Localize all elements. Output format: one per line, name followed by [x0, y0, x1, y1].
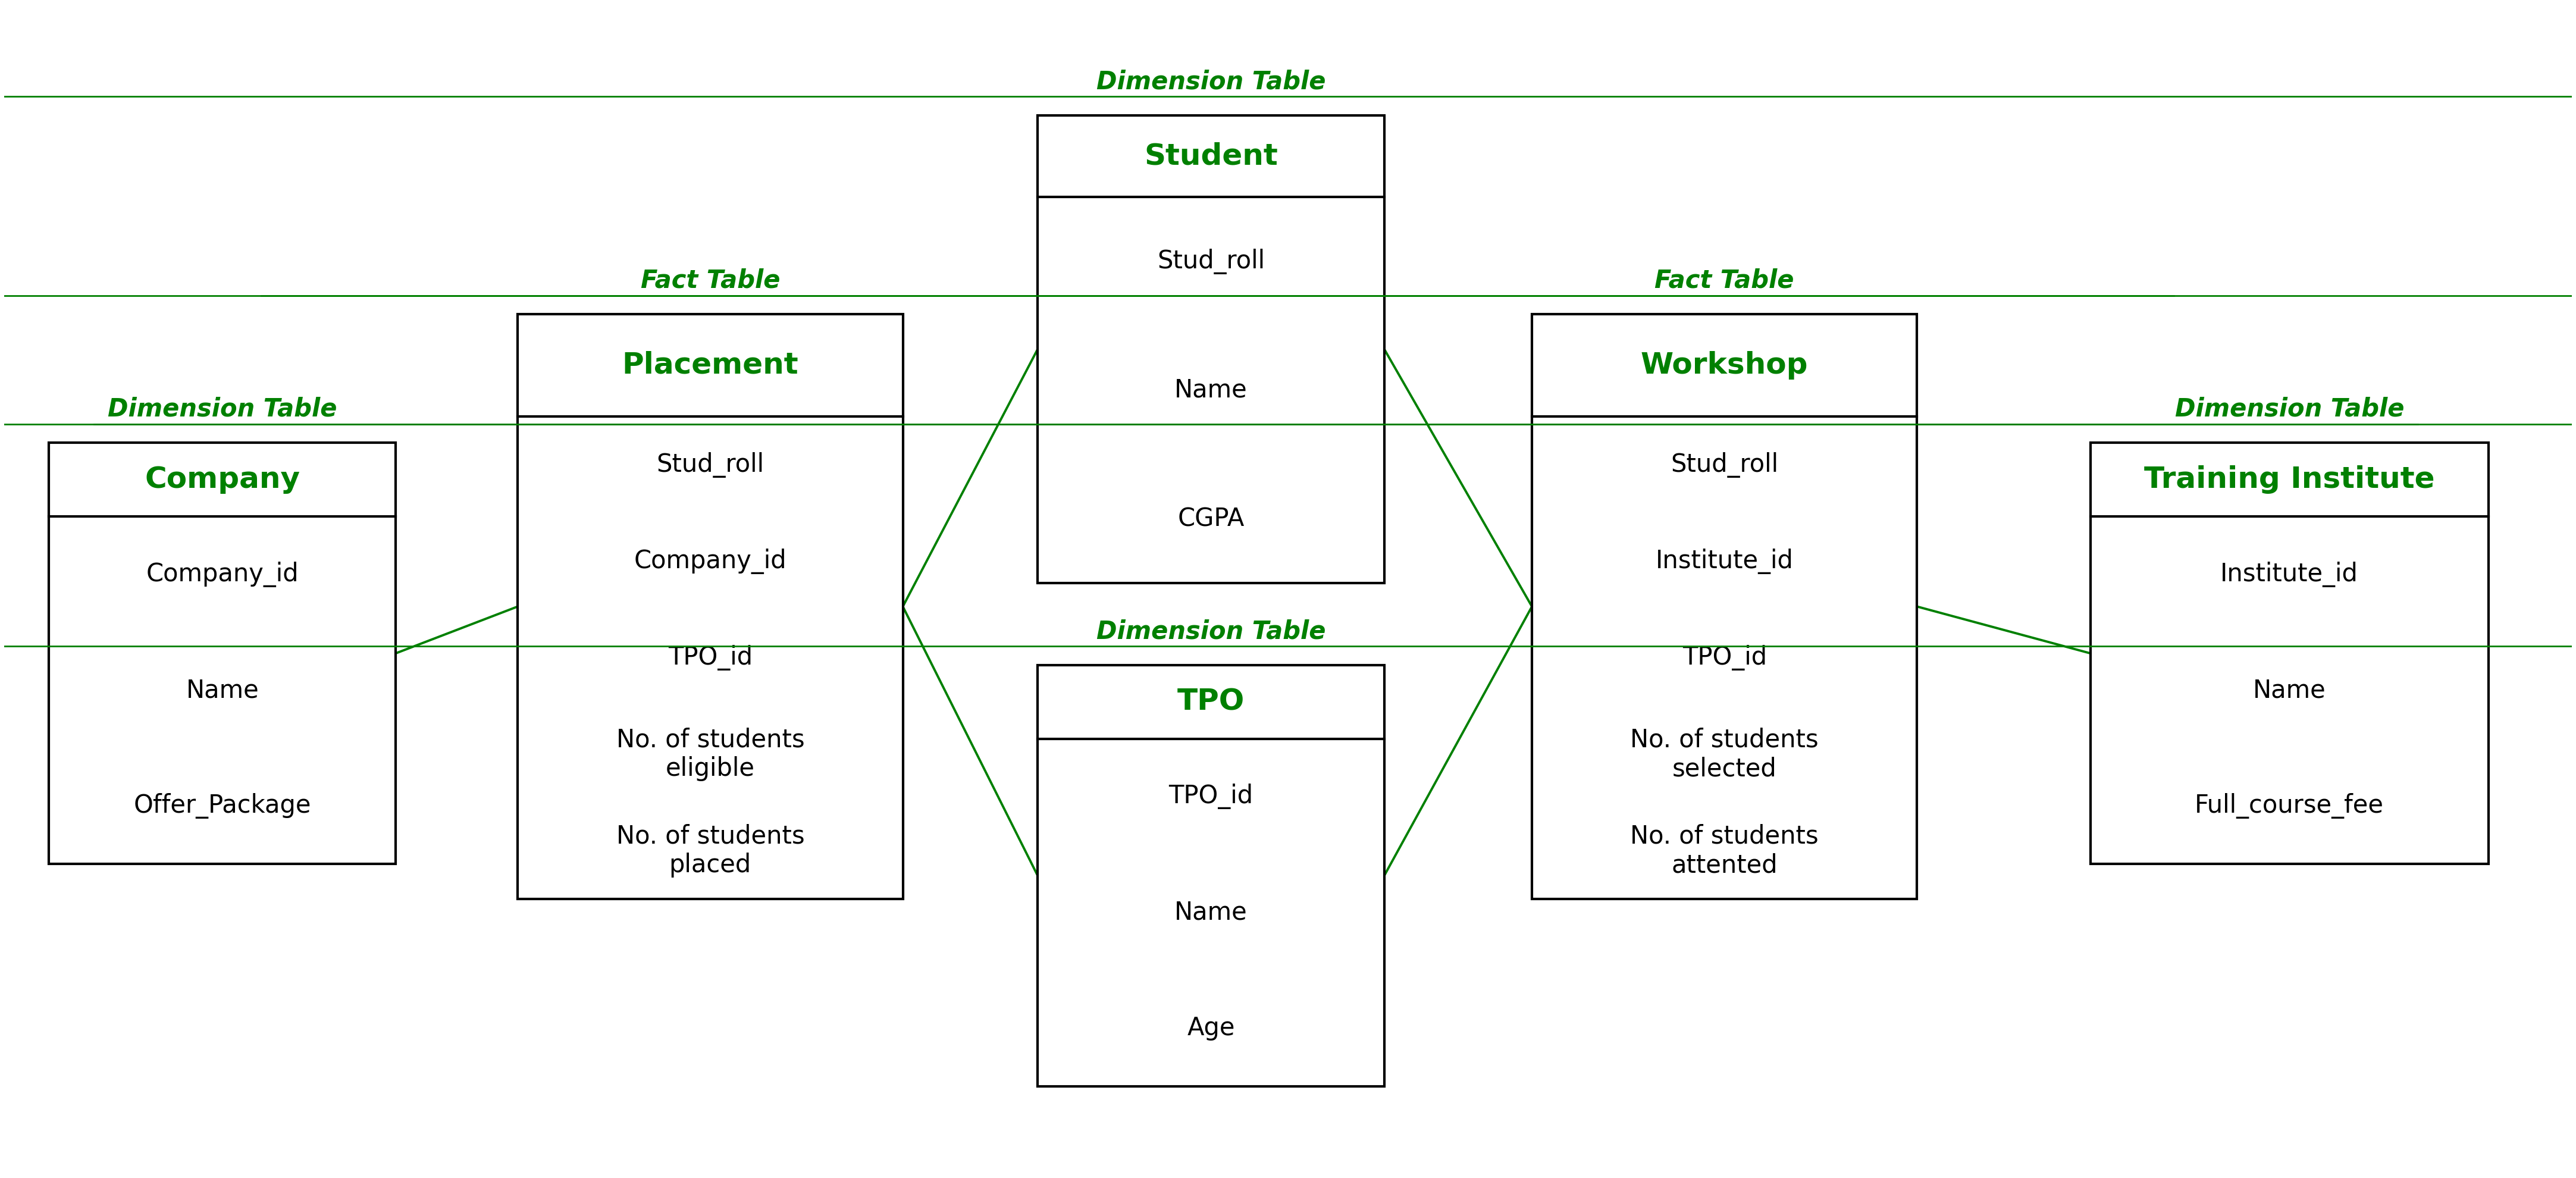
- Text: Workshop: Workshop: [1641, 351, 1808, 379]
- FancyBboxPatch shape: [1533, 315, 1917, 899]
- FancyBboxPatch shape: [1038, 666, 1383, 1086]
- Text: Name: Name: [2254, 677, 2326, 702]
- Text: Company: Company: [144, 465, 299, 494]
- FancyBboxPatch shape: [1038, 115, 1383, 583]
- Text: Institute_id: Institute_id: [1656, 549, 1793, 574]
- Text: TPO_id: TPO_id: [1170, 783, 1255, 809]
- Text: Company_id: Company_id: [147, 562, 299, 587]
- Text: Full_course_fee: Full_course_fee: [2195, 793, 2383, 819]
- Text: Dimension Table: Dimension Table: [1097, 70, 1327, 94]
- FancyBboxPatch shape: [49, 443, 397, 863]
- Text: Student: Student: [1144, 141, 1278, 171]
- Text: Offer_Package: Offer_Package: [134, 793, 312, 819]
- Text: Company_id: Company_id: [634, 549, 786, 574]
- Text: Training Institute: Training Institute: [2143, 465, 2434, 494]
- Text: Placement: Placement: [621, 351, 799, 379]
- Text: Stud_roll: Stud_roll: [1157, 249, 1265, 274]
- Text: Stud_roll: Stud_roll: [657, 452, 765, 477]
- Text: Dimension Table: Dimension Table: [2174, 397, 2403, 422]
- Text: Age: Age: [1188, 1015, 1234, 1040]
- Text: No. of students
selected: No. of students selected: [1631, 727, 1819, 781]
- Text: Name: Name: [1175, 378, 1247, 403]
- Text: TPO: TPO: [1177, 688, 1244, 716]
- Text: Stud_roll: Stud_roll: [1672, 452, 1777, 477]
- Text: No. of students
eligible: No. of students eligible: [616, 727, 804, 781]
- Text: No. of students
placed: No. of students placed: [616, 823, 804, 878]
- Text: CGPA: CGPA: [1177, 507, 1244, 531]
- Text: Name: Name: [1175, 900, 1247, 925]
- Text: Fact Table: Fact Table: [641, 269, 781, 293]
- Text: Dimension Table: Dimension Table: [108, 397, 337, 422]
- FancyBboxPatch shape: [518, 315, 902, 899]
- Text: Institute_id: Institute_id: [2221, 562, 2360, 587]
- Text: Name: Name: [185, 677, 260, 702]
- FancyBboxPatch shape: [2089, 443, 2488, 863]
- Text: No. of students
attented: No. of students attented: [1631, 823, 1819, 878]
- Text: TPO_id: TPO_id: [667, 644, 752, 670]
- Text: Dimension Table: Dimension Table: [1097, 618, 1327, 644]
- Text: TPO_id: TPO_id: [1682, 644, 1767, 670]
- Text: Fact Table: Fact Table: [1654, 269, 1795, 293]
